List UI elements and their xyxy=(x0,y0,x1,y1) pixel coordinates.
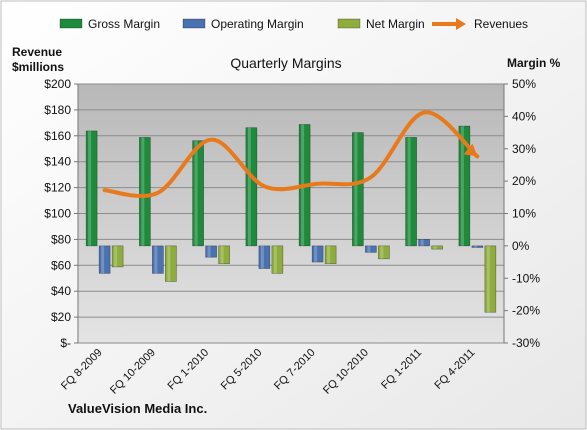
legend-arrow-revenues xyxy=(456,18,466,30)
chart-title: Quarterly Margins xyxy=(230,55,341,71)
legend-label-operating-margin: Operating Margin xyxy=(211,17,304,31)
right-axis-label: Margin % xyxy=(507,56,561,70)
right-axis-tick-label: 0% xyxy=(512,239,530,253)
right-axis-tick-label: 40% xyxy=(512,109,536,123)
gross-margin-bar-highlight xyxy=(247,127,251,246)
net-margin-bar-highlight xyxy=(220,245,224,264)
company-name: ValueVision Media Inc. xyxy=(68,401,207,416)
left-axis-tick-label: $20 xyxy=(51,310,71,324)
operating-margin-bar xyxy=(365,245,377,253)
operating-margin-bar xyxy=(258,245,271,269)
gross-margin-bar xyxy=(405,137,417,247)
revenues-point xyxy=(369,175,373,179)
net-margin-bar-highlight xyxy=(273,245,277,274)
left-axis-tick-label: $120 xyxy=(44,181,71,195)
left-axis-tick-label: $160 xyxy=(44,129,71,143)
left-axis-tick-label: $200 xyxy=(44,77,71,91)
net-margin-bar xyxy=(324,245,337,264)
net-margin-bar-highlight xyxy=(167,245,171,282)
gross-margin-bar-highlight xyxy=(141,137,145,246)
net-margin-bar-highlight xyxy=(486,245,490,313)
legend-label-gross-margin: Gross Margin xyxy=(88,17,160,31)
operating-margin-bar xyxy=(471,245,484,248)
right-axis-tick-label: -30% xyxy=(512,336,540,350)
gross-margin-bar xyxy=(352,132,364,247)
operating-margin-bar-highlight xyxy=(260,245,264,269)
operating-margin-bar-highlight xyxy=(207,245,211,258)
operating-margin-bar xyxy=(152,245,164,274)
operating-margin-bar xyxy=(311,245,324,263)
net-margin-bar xyxy=(484,245,497,313)
legend-swatch-net-margin xyxy=(337,18,361,29)
operating-margin-bar-highlight xyxy=(154,245,158,274)
revenues-point xyxy=(262,184,266,188)
revenues-line xyxy=(102,110,480,198)
left-axis-tick-label: $40 xyxy=(51,284,71,298)
operating-margin-bar-highlight xyxy=(101,245,105,274)
net-margin-bar xyxy=(165,245,177,282)
operating-margin-bar xyxy=(205,245,217,258)
gross-margin-bar xyxy=(192,140,204,247)
operating-margin-bar-highlight xyxy=(367,245,371,253)
right-axis-tick-label: -20% xyxy=(512,304,540,318)
revenues-point xyxy=(475,155,479,159)
right-axis-tick-label: 10% xyxy=(512,207,536,221)
net-margin-bar-highlight xyxy=(380,245,384,259)
left-axis-label-line1: Revenue xyxy=(12,45,62,59)
gross-margin-bar xyxy=(245,127,258,247)
legend-swatch-operating-margin xyxy=(182,18,206,29)
left-axis-tick-label: $180 xyxy=(44,103,71,117)
gross-margin-bar xyxy=(458,125,471,247)
gross-margin-bar-highlight xyxy=(460,126,464,246)
gross-margin-bar-highlight xyxy=(407,137,411,246)
revenue-line-group xyxy=(102,110,480,198)
operating-margin-bar xyxy=(98,245,111,274)
revenues-point xyxy=(156,191,160,195)
net-margin-bar xyxy=(431,245,443,250)
legend-swatch-gross-margin xyxy=(59,18,83,29)
left-axis-tick-label: $100 xyxy=(44,207,71,221)
gross-margin-bar xyxy=(85,130,98,247)
revenues-point xyxy=(422,110,426,114)
net-margin-bar xyxy=(378,245,390,260)
legend-label-revenues: Revenues xyxy=(474,17,528,31)
gross-margin-bar-highlight xyxy=(354,132,358,246)
left-axis-tick-label: $140 xyxy=(44,155,71,169)
right-axis-tick-label: -10% xyxy=(512,271,540,285)
revenues-line-arrowhead xyxy=(463,143,478,157)
right-axis-tick-label: 30% xyxy=(512,142,536,156)
net-margin-bar xyxy=(218,245,230,264)
gross-margin-bar xyxy=(139,137,151,247)
revenues-point xyxy=(103,188,107,192)
revenues-point xyxy=(316,182,320,186)
operating-margin-bar-highlight xyxy=(420,239,424,246)
left-axis-tick-label: $60 xyxy=(51,258,71,272)
gross-margin-bar-highlight xyxy=(88,130,92,246)
revenues-point xyxy=(209,138,213,142)
right-axis-tick-label: 20% xyxy=(512,174,536,188)
gross-margin-bar-highlight xyxy=(194,140,198,246)
operating-margin-bar xyxy=(418,239,430,247)
left-axis-label-line2: $millions xyxy=(12,60,64,74)
net-margin-bar-highlight xyxy=(433,245,437,250)
net-margin-bar xyxy=(111,245,124,268)
operating-margin-bar-highlight xyxy=(473,245,477,248)
legend-label-net-margin: Net Margin xyxy=(366,17,425,31)
left-axis-tick-label: $80 xyxy=(51,232,71,246)
legend: Gross Margin Operating Margin Net Margin Re… xyxy=(59,17,528,31)
operating-margin-bar-highlight xyxy=(314,245,318,263)
right-axis-tick-label: 50% xyxy=(512,77,536,91)
net-margin-bar-highlight xyxy=(327,245,331,264)
left-axis-tick-label: $- xyxy=(60,336,71,350)
net-margin-bar xyxy=(271,245,284,274)
net-margin-bar-highlight xyxy=(114,245,118,267)
bars xyxy=(85,124,497,313)
